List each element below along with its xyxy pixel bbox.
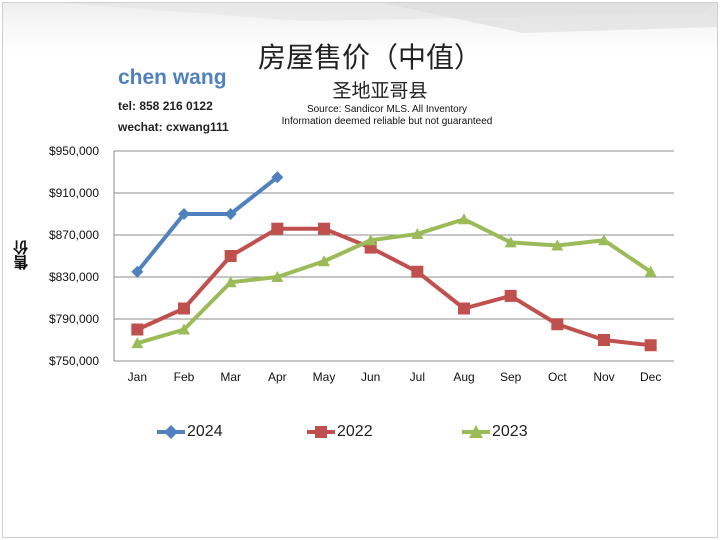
data-point-2023 — [364, 234, 377, 246]
data-point-2022 — [411, 265, 424, 278]
data-point-2023 — [411, 227, 424, 239]
disclaimer-line: Information deemed reliable but not guar… — [281, 116, 493, 127]
data-point-2022 — [551, 318, 564, 331]
data-point-2022 — [224, 250, 237, 262]
legend-label-2024: 2024 — [187, 423, 223, 440]
x-tick-label: Nov — [593, 370, 614, 384]
page-title: 房屋售价（中值） — [257, 41, 482, 74]
data-point-2024 — [271, 171, 284, 184]
y-tick-label: $870,000 — [49, 228, 99, 242]
data-point-2022 — [318, 222, 330, 235]
data-point-2024 — [178, 208, 190, 220]
data-point-2023 — [178, 323, 190, 335]
data-point-2022 — [504, 289, 517, 302]
x-tick-label: Apr — [268, 370, 287, 384]
legend-item-2023: 2023 — [462, 420, 528, 446]
author-name: chen wang — [118, 66, 227, 89]
data-point-2023 — [504, 236, 517, 248]
data-point-2023 — [458, 213, 470, 225]
series-line-2022 — [136, 226, 651, 348]
x-tick-label: Mar — [220, 370, 241, 384]
x-tick-label: Jun — [361, 370, 380, 384]
x-tick-label: Jul — [410, 370, 425, 384]
y-tick-label: $750,000 — [49, 354, 99, 368]
data-point-2022 — [178, 302, 190, 315]
author-wechat: wechat: cxwang111 — [118, 120, 229, 134]
y-tick-label: $830,000 — [49, 270, 99, 284]
page-subtitle: 圣地亚哥县 — [332, 80, 428, 102]
data-point-2023 — [271, 271, 284, 282]
author-tel: tel: 858 216 0122 — [118, 99, 213, 113]
data-point-2022 — [458, 302, 470, 315]
source-line: Source: Sandicor MLS. All Inventory — [306, 104, 468, 115]
series-line-2024 — [135, 175, 279, 274]
legend-item-2022: 2022 — [307, 420, 373, 446]
header-sheen-decoration — [63, 3, 717, 33]
data-point-2024 — [131, 265, 144, 278]
y-tick-label: $950,000 — [49, 144, 99, 158]
y-tick-label: $910,000 — [49, 186, 99, 200]
data-point-2023 — [551, 239, 564, 251]
data-point-2023 — [598, 234, 610, 246]
x-tick-label: Sep — [500, 370, 522, 384]
legend-label-2022: 2022 — [337, 423, 373, 440]
legend-marker-2023 — [462, 425, 490, 438]
x-tick-label: Jan — [128, 370, 147, 384]
x-tick-label: Oct — [548, 370, 567, 384]
data-point-2024 — [224, 208, 237, 220]
data-point-2023 — [318, 255, 330, 267]
legend-label-2023: 2023 — [492, 423, 528, 440]
x-tick-label: Feb — [174, 370, 195, 384]
data-point-2022 — [271, 222, 284, 235]
data-point-2023 — [131, 337, 144, 349]
series-line-2023 — [136, 217, 652, 346]
legend-marker-2022 — [307, 426, 335, 438]
data-point-2023 — [644, 265, 657, 277]
source-note: Source: Sandicor MLS. All Inventory Info… — [280, 104, 494, 128]
x-tick-label: Aug — [453, 370, 474, 384]
data-point-2023 — [224, 276, 237, 288]
data-point-2022 — [644, 339, 657, 352]
legend-item-2024: 2024 — [157, 420, 223, 446]
data-point-2022 — [598, 334, 610, 346]
y-tick-label: $790,000 — [49, 312, 99, 326]
x-tick-label: Dec — [640, 370, 661, 384]
data-point-2022 — [131, 323, 144, 336]
x-tick-label: May — [313, 370, 336, 384]
legend-marker-2024 — [157, 425, 185, 439]
